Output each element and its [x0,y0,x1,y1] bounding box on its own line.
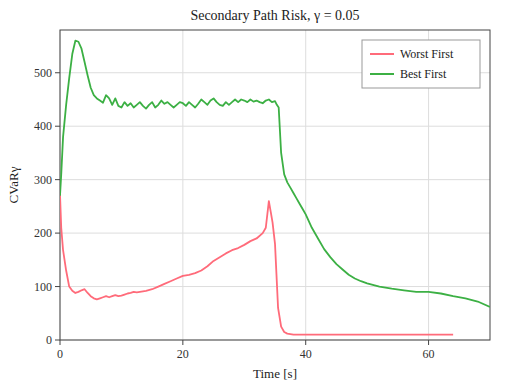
x-tick-label: 40 [300,347,312,361]
x-tick-label: 60 [423,347,435,361]
y-tick [55,286,60,287]
legend-label: Worst First [400,47,454,61]
plot-frame [60,30,490,340]
y-tick [55,340,60,341]
y-tick-label: 0 [46,333,52,347]
legend-swatch [370,53,394,55]
x-grid-line [305,30,306,340]
x-grid-line [182,30,183,340]
series-line [60,41,490,307]
y-grid-line [60,233,490,234]
y-tick [55,126,60,127]
y-grid-line [60,286,490,287]
legend-label: Best First [400,67,447,81]
legend-swatch [370,73,394,75]
chart: 0 20 40 60 0 100 200 300 400 500 Secondary Path Ri… [0,0,505,388]
y-axis-label: CVaRγ [6,166,21,203]
y-grid-line [60,179,490,180]
y-tick-label: 100 [34,280,52,294]
series-line [60,195,453,335]
y-tick-label: 200 [34,226,52,240]
y-tick [55,233,60,234]
y-tick-label: 300 [34,173,52,187]
legend-box [362,40,480,88]
y-tick-label: 400 [34,119,52,133]
background [0,0,505,388]
x-tick [182,340,183,345]
plot-area [60,41,490,335]
x-tick-label: 0 [57,347,63,361]
y-tick [55,72,60,73]
x-tick [305,340,306,345]
title: Secondary Path Risk, γ = 0.05 [190,8,359,23]
x-tick [428,340,429,345]
y-grid-line [60,126,490,127]
x-tick [60,340,61,345]
legend: Worst First Best First [362,40,480,88]
y-tick [55,179,60,180]
x-axis-label: Time [s] [253,366,297,381]
x-tick-label: 20 [177,347,189,361]
grid [60,30,490,340]
y-tick-label: 500 [34,66,52,80]
